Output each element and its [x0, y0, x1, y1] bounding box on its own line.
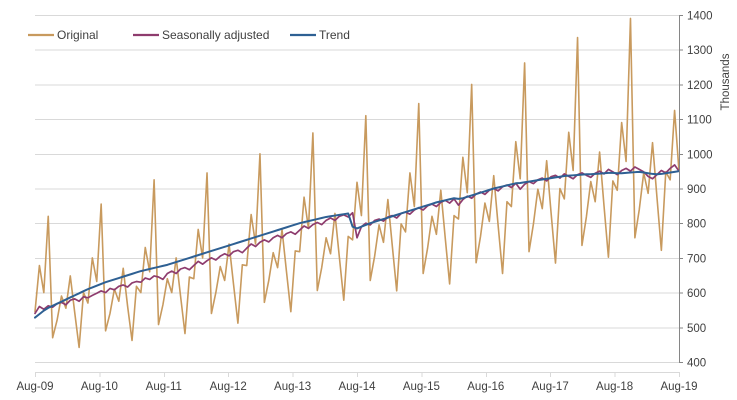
chart-legend: Original Seasonally adjusted Trend — [28, 28, 350, 42]
series-group — [34, 17, 680, 349]
y-axis-tick-label: 1300 — [687, 45, 713, 57]
y-axis-tick-label: 700 — [687, 253, 706, 265]
series-line-trend — [34, 170, 680, 319]
x-axis-tick-label: Aug-15 — [403, 381, 440, 393]
y-axis-group: 400 500 600 700 800 900 1000 1100 1200 1300 1400 — [679, 11, 713, 370]
y-axis-tick-label: 800 — [687, 219, 706, 231]
x-axis-tick-label: Aug-13 — [274, 381, 311, 393]
y-axis-tick-label: 900 — [687, 184, 706, 196]
series-line-seasonally-adjusted — [34, 164, 680, 315]
y-axis-tick-label: 1200 — [687, 80, 713, 92]
y-axis-tick-label: 1100 — [687, 115, 712, 127]
legend-label[interactable]: Trend — [319, 28, 350, 42]
x-axis-group: Aug-09 Aug-10 Aug-11 Aug-12 Aug-13 Aug-14 Aug-… — [16, 372, 698, 393]
legend-label[interactable]: Original — [57, 28, 98, 42]
legend-label[interactable]: Seasonally adjusted — [162, 28, 269, 42]
x-axis-tick-label: Aug-16 — [467, 381, 504, 393]
y-axis-tick-label: 400 — [687, 358, 706, 370]
y-axis-tick-label: 500 — [687, 323, 706, 335]
y-axis-tick-label: 600 — [687, 288, 706, 300]
y-axis-tick-label: 1400 — [687, 11, 713, 23]
x-axis-tick-label: Aug-12 — [210, 381, 247, 393]
series-line-original — [34, 17, 680, 349]
x-axis-tick-label: Aug-17 — [532, 381, 569, 393]
x-axis-tick-label: Aug-10 — [81, 381, 118, 393]
x-axis-tick-label: Aug-09 — [16, 381, 53, 393]
x-axis-tick-label: Aug-18 — [596, 381, 633, 393]
y-axis-title: Thousands — [720, 53, 732, 110]
x-axis-tick-label: Aug-19 — [660, 381, 697, 393]
x-axis-tick-label: Aug-14 — [338, 381, 376, 393]
y-axis-tick-label: 1000 — [687, 149, 713, 161]
x-axis-tick-label: Aug-11 — [146, 381, 182, 393]
